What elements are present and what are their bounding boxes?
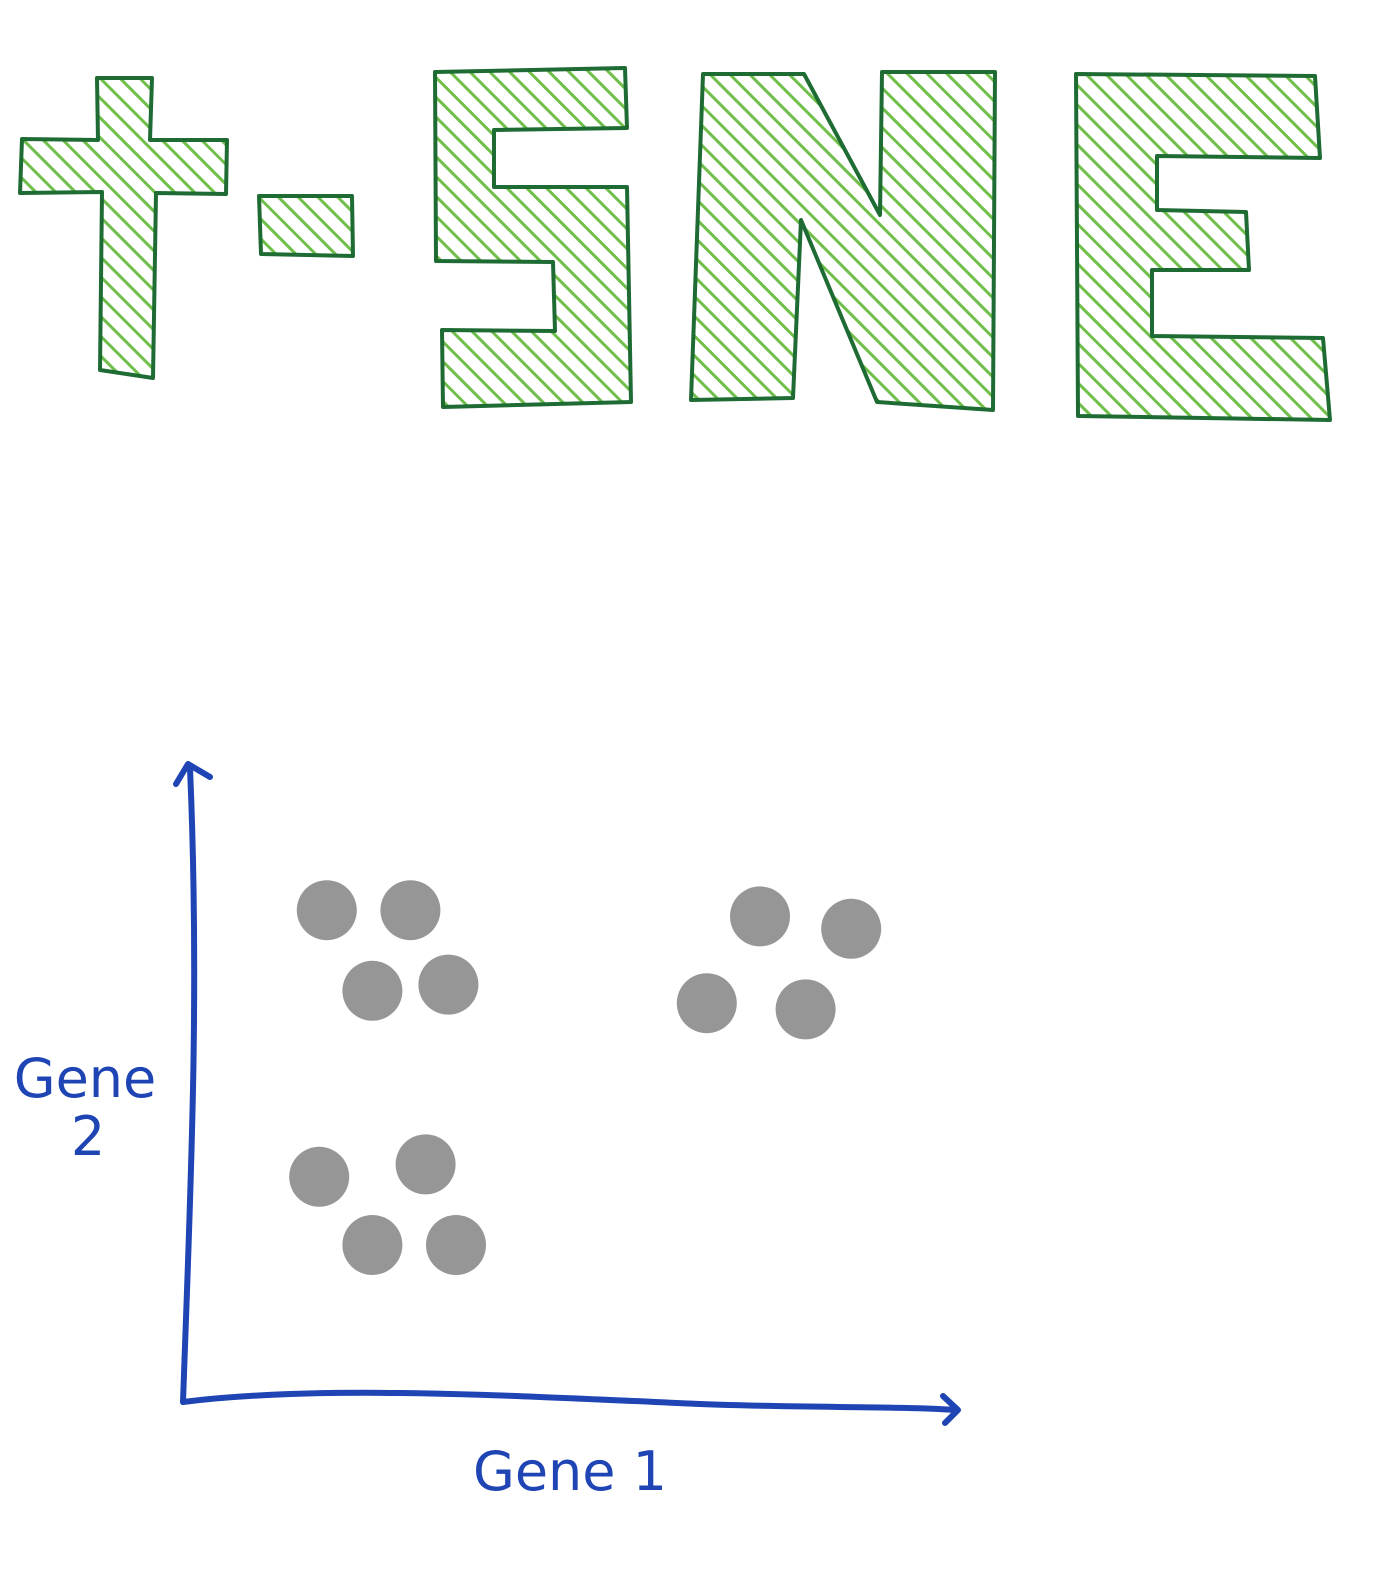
y-axis-line (180, 765, 198, 1405)
y-axis-label-line2: 2 (71, 1105, 105, 1168)
title-letter-e (1074, 72, 1332, 422)
x-axis-line (180, 1389, 958, 1413)
y-axis-label-line1: Gene (14, 1047, 157, 1110)
scatter-point-cluster-1 (418, 954, 479, 1015)
scatter-point-cluster-3 (426, 1215, 486, 1275)
title-letter-n (689, 70, 997, 412)
x-axis-label: Gene 1 (473, 1440, 667, 1503)
x-axis-arrowhead (940, 1393, 961, 1426)
title-graphic (18, 66, 1332, 422)
scatter-point-cluster-1 (380, 880, 441, 941)
title-hyphen (257, 194, 355, 258)
scatter-point-cluster-2 (676, 973, 737, 1034)
scatter-point-cluster-2 (821, 898, 882, 959)
scatter-points (289, 880, 882, 1275)
scatter-point-cluster-3 (395, 1134, 456, 1195)
axes (173, 761, 961, 1426)
y-axis-arrowhead (173, 761, 213, 787)
scatter-point-cluster-2 (775, 979, 836, 1040)
scatter-point-cluster-1 (296, 880, 357, 941)
title-letter-s (433, 66, 633, 409)
title-letter-t (18, 76, 229, 380)
scatter-point-cluster-2 (730, 886, 790, 947)
scatter-point-cluster-3 (342, 1215, 403, 1275)
scatter-point-cluster-1 (342, 960, 403, 1021)
scatter-point-cluster-3 (289, 1146, 350, 1207)
